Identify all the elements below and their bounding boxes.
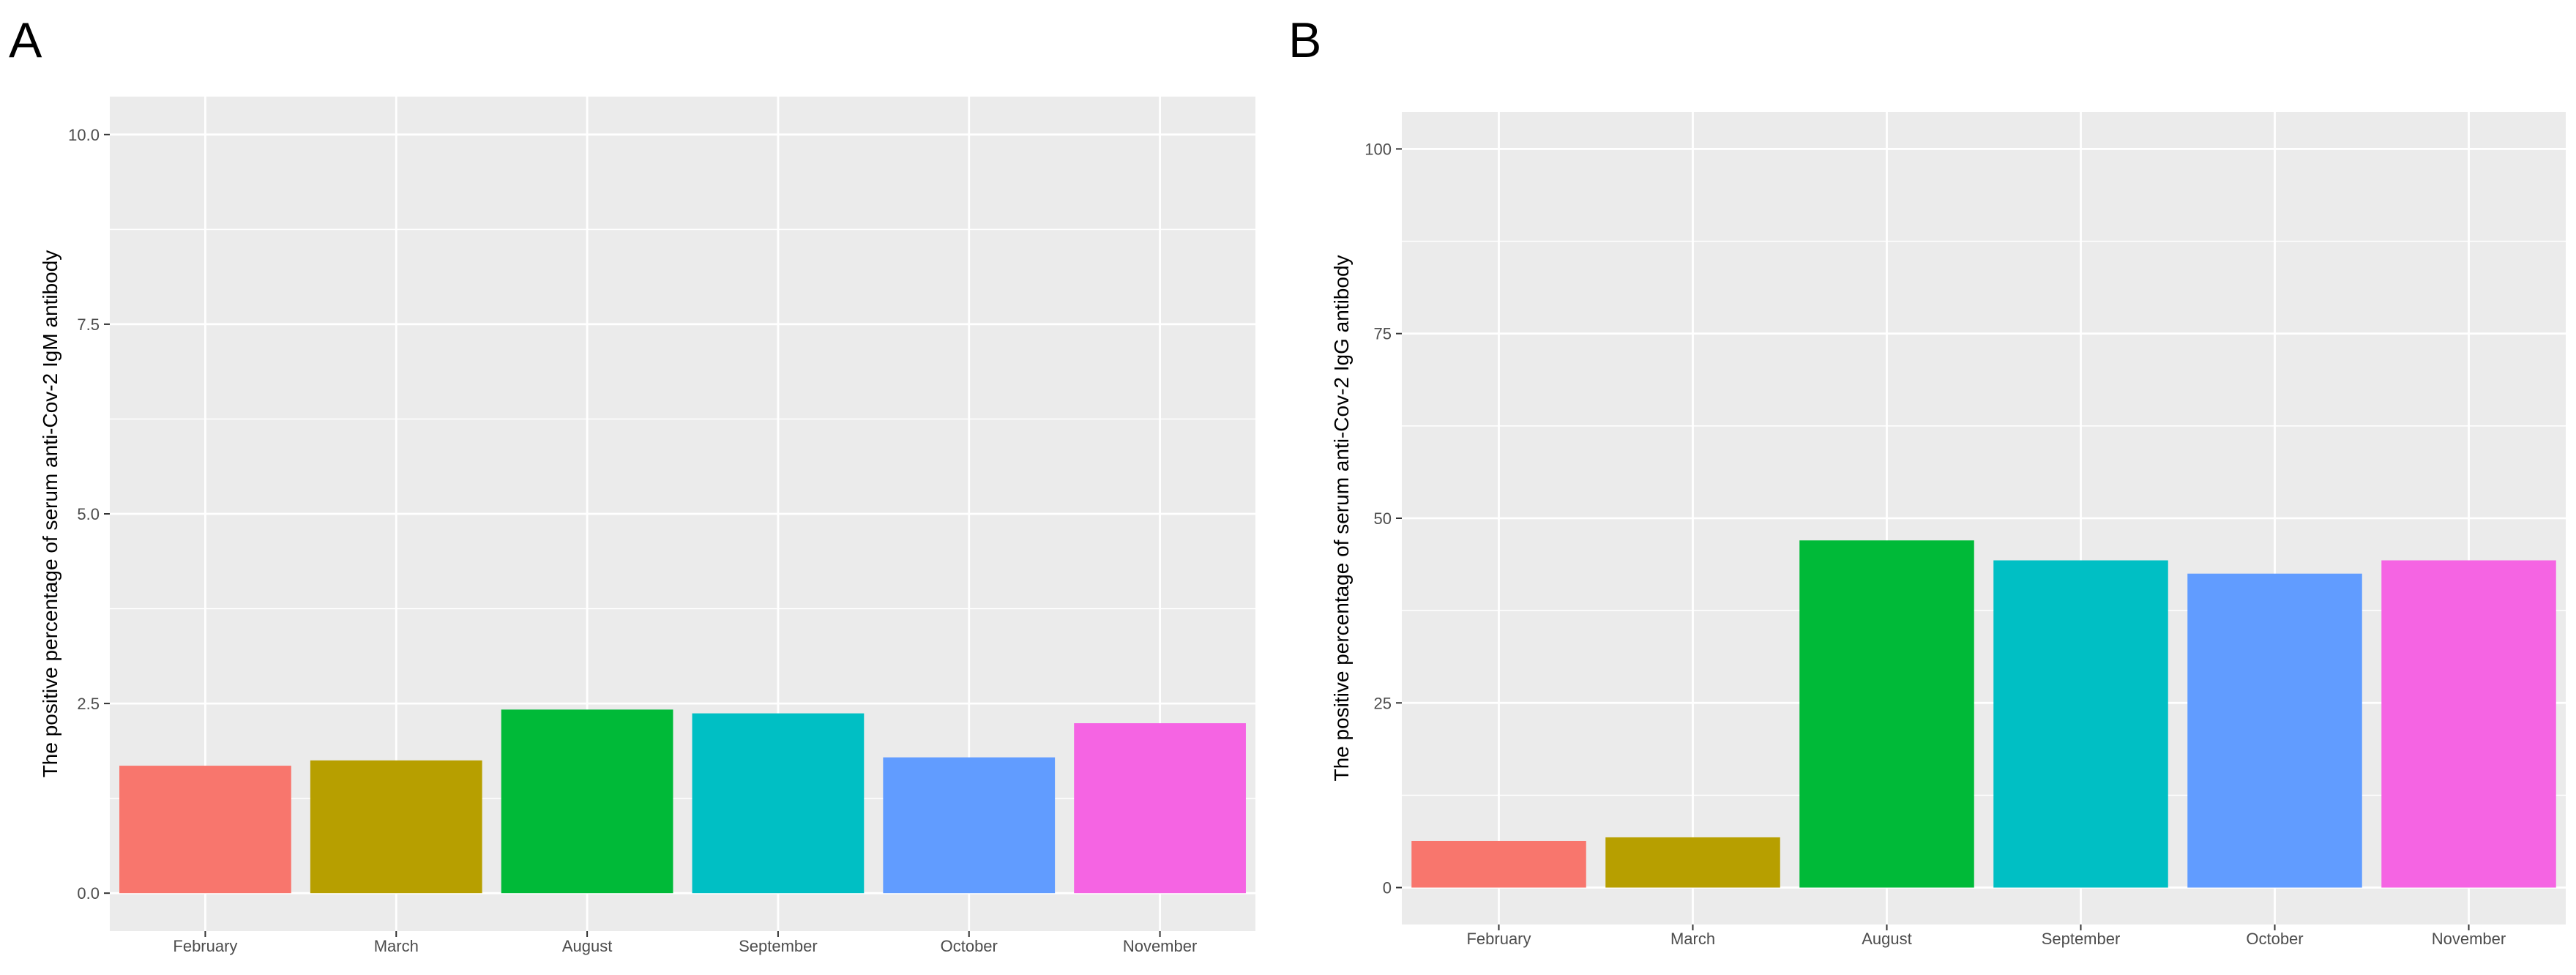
y-tick-label: 75 <box>1374 325 1392 343</box>
y-axis-title: The positive percentage of serum anti-Co… <box>1330 255 1353 781</box>
y-tick-label: 0.0 <box>77 884 100 903</box>
y-tick-label: 10.0 <box>68 126 100 144</box>
y-tick-label: 5.0 <box>77 505 100 523</box>
chart-panel-b: B 0 25 50 75 100 February March August September O… <box>1288 12 2566 948</box>
bar-october <box>2187 573 2362 888</box>
x-tick-label: March <box>374 937 419 955</box>
y-axis-title: The positive percentage of serum anti-Co… <box>39 250 61 778</box>
bar-february <box>119 766 291 894</box>
y-tick-label: 50 <box>1374 509 1392 528</box>
chart-panel-a: A 0.0 2.5 5.0 7.5 10.0 February March August Sept… <box>9 12 1255 955</box>
panel-letter: A <box>9 12 42 68</box>
x-tick-label: February <box>173 937 237 955</box>
bar-november <box>2381 560 2556 888</box>
bar-september <box>692 713 865 894</box>
y-tick-label: 0 <box>1383 879 1392 897</box>
bar-september <box>1993 560 2168 888</box>
x-tick-label: September <box>2042 930 2121 948</box>
x-tick-label: October <box>2246 930 2303 948</box>
bar-march <box>1605 837 1780 888</box>
y-tick-label: 7.5 <box>77 315 100 334</box>
bar-august <box>1799 540 1974 888</box>
y-tick-label: 2.5 <box>77 695 100 713</box>
x-tick-label: November <box>2432 930 2506 948</box>
x-tick-label: March <box>1670 930 1715 948</box>
x-tick-label: October <box>941 937 998 955</box>
y-tick-label: 25 <box>1374 694 1392 712</box>
x-tick-label: August <box>562 937 613 955</box>
y-tick-label: 100 <box>1364 140 1392 158</box>
bar-march <box>310 760 482 894</box>
bar-november <box>1074 723 1246 894</box>
x-tick-label: February <box>1466 930 1531 948</box>
bar-february <box>1411 840 1586 888</box>
x-tick-label: August <box>1862 930 1912 948</box>
x-tick-label: September <box>739 937 818 955</box>
bar-october <box>883 757 1056 894</box>
x-tick-label: November <box>1123 937 1197 955</box>
bar-august <box>501 709 673 894</box>
panel-letter: B <box>1288 12 1321 68</box>
